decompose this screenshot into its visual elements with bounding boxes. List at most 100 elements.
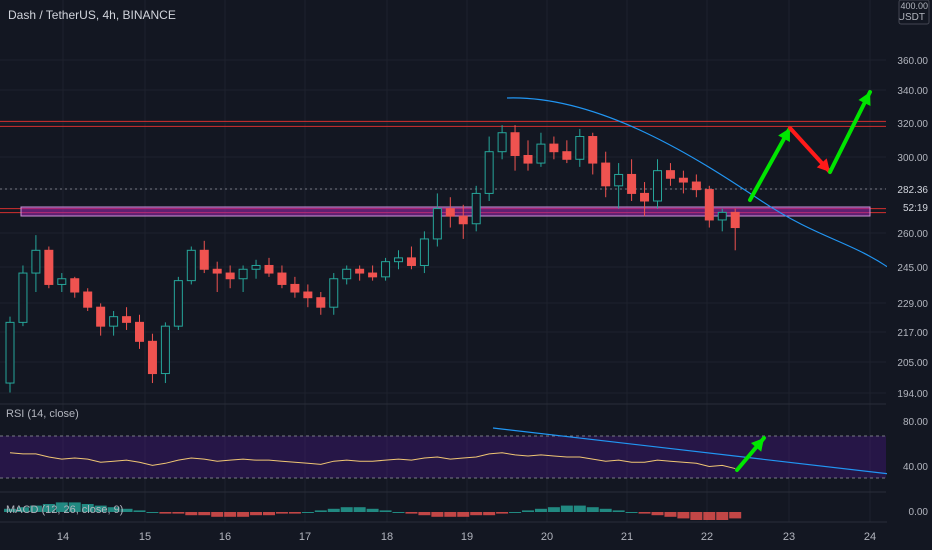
candle-body — [627, 173, 637, 194]
date-tick: 17 — [299, 531, 311, 543]
macd-bar — [664, 512, 677, 517]
candle-body — [109, 316, 119, 327]
candle-body — [549, 143, 559, 153]
macd-bar — [729, 512, 742, 519]
macd-bar — [496, 512, 509, 514]
support-resistance-levels — [0, 120, 886, 217]
macd-bar — [534, 508, 547, 512]
time-axis[interactable]: 14 15 16 17 18 19 20 21 22 23 24 — [57, 531, 876, 543]
date-tick: 23 — [783, 531, 795, 543]
macd-bar — [457, 512, 470, 517]
candle-body — [31, 249, 41, 274]
date-tick: 16 — [219, 531, 231, 543]
candle-body — [471, 192, 481, 225]
macd-bar — [638, 512, 651, 514]
candle-body — [406, 257, 416, 266]
rsi-label[interactable]: RSI (14, close) — [6, 408, 79, 420]
chart-title: Dash / TetherUS, 4h, BINANCE — [8, 8, 176, 22]
macd-bar — [651, 512, 664, 516]
candle-body — [484, 151, 494, 194]
macd-label[interactable]: MACD (12, 26, close, 9) — [6, 504, 124, 516]
macd-bar — [560, 505, 573, 512]
grid-lines — [0, 0, 932, 523]
macd-bar — [327, 508, 340, 512]
candle-body — [186, 249, 196, 282]
macd-bar — [288, 512, 301, 514]
price-tick: 194.00 — [897, 389, 928, 400]
macd-bar — [573, 505, 586, 512]
price-tick: 360.00 — [897, 56, 928, 67]
countdown-badge — [888, 199, 932, 215]
macd-bar — [625, 512, 638, 513]
candle-body — [173, 280, 183, 327]
arrow-head — [750, 438, 764, 452]
candle-body — [342, 268, 352, 280]
candle-body — [445, 208, 455, 217]
macd-bar — [703, 512, 716, 520]
rsi-trendline — [492, 427, 891, 475]
date-tick: 20 — [541, 531, 553, 543]
arrow-head — [858, 92, 871, 106]
macd-bar — [159, 512, 172, 514]
candle-body — [316, 297, 326, 308]
up-arrow — [828, 90, 872, 174]
candle-body — [5, 321, 15, 384]
candle-body — [147, 340, 157, 375]
candle-body — [653, 170, 662, 202]
last-price-badge — [888, 181, 932, 197]
macd-bar — [677, 512, 690, 519]
down-arrow — [788, 126, 832, 174]
macd-bar — [198, 512, 211, 516]
macd-bar — [470, 512, 483, 516]
candle-body — [83, 291, 93, 308]
macd-tick: 0.00 — [909, 507, 929, 518]
macd-bar — [522, 510, 534, 512]
arrow-shaft — [748, 126, 792, 202]
macd-bar — [392, 512, 405, 513]
date-tick: 18 — [381, 531, 393, 543]
candle-body — [575, 136, 585, 160]
price-tick: 340.00 — [897, 86, 928, 97]
candle-body — [691, 181, 701, 191]
date-tick: 14 — [57, 531, 69, 543]
candle-body — [290, 283, 300, 293]
date-tick: 15 — [139, 531, 151, 543]
candle-body — [135, 321, 144, 342]
candle-body — [704, 189, 714, 221]
macd-bar — [133, 510, 146, 512]
macd-bar — [250, 512, 263, 516]
rsi-up-arrow — [735, 436, 766, 472]
candle-body — [381, 261, 391, 278]
macd-bar — [314, 510, 327, 512]
candle-body — [122, 316, 132, 323]
rsi-line — [9, 452, 736, 470]
date-tick: 24 — [864, 531, 876, 543]
candle-body — [44, 249, 54, 285]
annotation-arrows — [735, 90, 872, 472]
candle-body — [536, 143, 546, 164]
candle-body — [614, 173, 624, 187]
candle-body — [394, 257, 403, 263]
macd-bar — [483, 512, 496, 516]
macd-bar — [68, 502, 81, 512]
date-tick: 22 — [701, 531, 713, 543]
candle-body — [730, 211, 740, 229]
macd-bar — [185, 512, 198, 516]
candle-body — [199, 249, 209, 270]
candle-body — [329, 278, 339, 308]
macd-bar — [431, 512, 444, 517]
price-axis-bg — [887, 0, 932, 550]
macd-bar — [16, 507, 29, 512]
candle-body — [251, 264, 261, 270]
macd-bar — [599, 508, 612, 512]
arrow-shaft — [828, 90, 872, 174]
currency-top: 400.00 — [900, 1, 928, 11]
rsi-pane — [0, 427, 891, 479]
macd-bar — [690, 512, 703, 520]
macd-bar — [237, 512, 250, 517]
macd-bar — [146, 512, 159, 513]
macd-bar — [586, 507, 599, 512]
macd-bar — [94, 505, 107, 512]
